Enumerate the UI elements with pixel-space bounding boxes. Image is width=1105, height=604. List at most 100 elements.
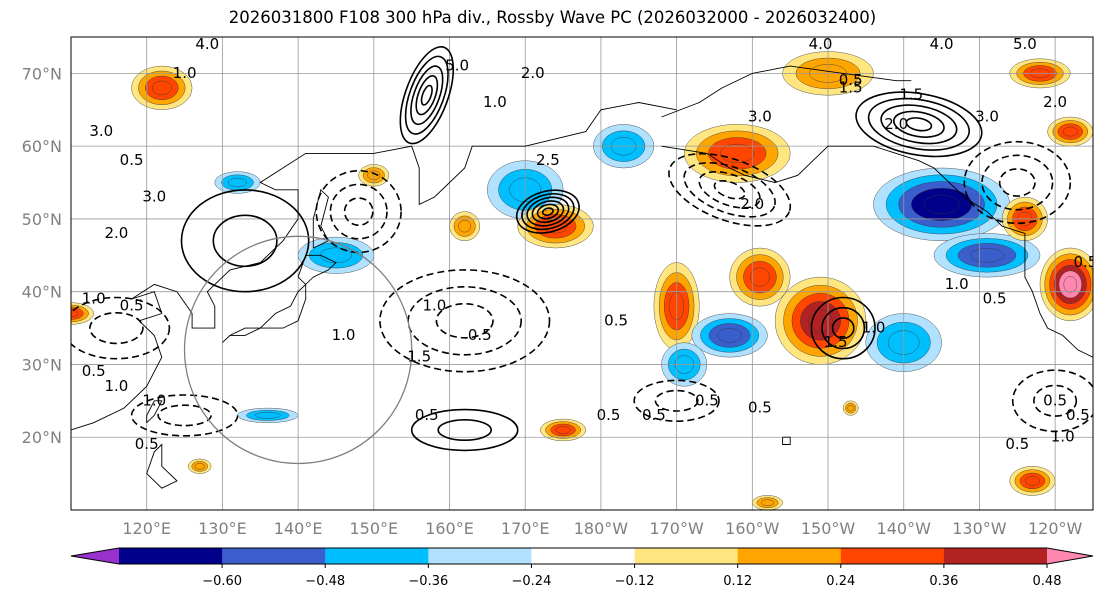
shaded-region: [1009, 466, 1056, 496]
colorbar-tick-label: 0.48: [1033, 574, 1062, 589]
contour-line: [212, 214, 278, 268]
contour-line: [526, 196, 570, 227]
contour-label: 1.0: [82, 290, 106, 308]
contour-label: 0.5: [983, 290, 1007, 308]
contour-label: 1.0: [422, 297, 446, 315]
contour-label: 3.0: [89, 122, 113, 140]
contour-label: 0.5: [1005, 435, 1029, 453]
contour-line: [404, 55, 449, 135]
contour-label: 0.5: [1073, 253, 1097, 271]
contour-label: 0.5: [120, 151, 144, 169]
coastline: [146, 400, 163, 424]
shaded-band: [1062, 126, 1078, 137]
contour-label: 2.0: [1043, 93, 1067, 111]
shaded-region: [842, 400, 859, 416]
shaded-band: [151, 80, 172, 96]
colorbar-segment: [840, 548, 945, 564]
shaded-band: [1025, 476, 1040, 486]
colorbar-tick-label: 0.12: [723, 574, 752, 589]
shaded-region: [691, 313, 768, 358]
reference-circle: [183, 235, 413, 465]
contour-line: [892, 110, 945, 138]
shaded-region: [214, 171, 261, 194]
contour-line: [998, 168, 1036, 197]
longitude-tick-label: 130°W: [952, 519, 1007, 538]
contour-label: 1.0: [104, 377, 128, 395]
contour-label: 3.0: [975, 108, 999, 126]
contour-line: [89, 312, 144, 345]
contour-line: [329, 183, 388, 240]
contour-label: 0.5: [82, 362, 106, 380]
longitude-tick-label: 160°W: [725, 519, 780, 538]
longitude-tick-label: 170°W: [649, 519, 704, 538]
contour-line: [683, 161, 776, 218]
shaded-region: [729, 247, 791, 307]
contour-line: [420, 84, 433, 106]
chart-title: 2026031800 F108 300 hPa div., Rossby Wav…: [228, 8, 877, 27]
contour-line: [633, 379, 720, 422]
shaded-band: [847, 404, 855, 412]
contour-label: 4.0: [930, 35, 954, 53]
longitude-tick-label: 120°W: [1028, 519, 1083, 538]
contour-label: 1.5: [407, 348, 431, 366]
longitude-labels: 120°E 130°E 140°E 150°E 160°E 170°E 180°W 170°W…: [122, 519, 1082, 538]
contour-label: 1.0: [173, 64, 197, 82]
colorbar-tick-labels: −0.60 −0.48 −0.36 −0.24 −0.12 0.12 0.24 0.36 0.4…: [202, 564, 1062, 589]
colorbar-segment: [222, 548, 326, 564]
contour-label: 0.5: [1066, 406, 1090, 424]
colorbar-segment: [325, 548, 429, 564]
contour-line: [515, 189, 580, 234]
contour-label: 2.0: [104, 224, 128, 242]
shaded-band: [71, 309, 79, 318]
shaded-region: [237, 407, 299, 423]
contour-line: [157, 404, 212, 427]
contour-label: 5.0: [1013, 35, 1037, 53]
contour-label: 0.5: [604, 311, 628, 329]
shaded-band: [194, 463, 205, 470]
latitude-tick-label: 50°N: [22, 210, 62, 229]
contour-label: 4.0: [195, 35, 219, 53]
contour-label: 3.0: [748, 108, 772, 126]
contour-line: [668, 152, 792, 227]
contour-line: [810, 296, 876, 360]
contour-line: [821, 306, 866, 350]
contour-line: [435, 302, 494, 339]
coastline: [71, 102, 677, 431]
shaded-region: [540, 418, 586, 442]
shaded-region: [873, 167, 1010, 242]
shaded-band: [923, 194, 960, 214]
contour-label: 0.5: [597, 406, 621, 424]
map-area: 4.01.03.00.53.02.01.0 0.50.51.01.00.51.01…: [71, 35, 1097, 510]
latitude-tick-label: 40°N: [22, 283, 62, 302]
reference-circle-outline: [183, 235, 413, 465]
shaded-region: [684, 124, 791, 183]
shaded-band: [255, 412, 281, 419]
contour-line: [963, 140, 1072, 225]
contour-line: [437, 418, 493, 441]
contour-line: [415, 75, 439, 116]
contour-line: [1011, 369, 1093, 433]
latitude-tick-label: 70°N: [22, 64, 62, 83]
coastline: [661, 65, 912, 118]
shaded-band: [750, 267, 770, 287]
coastline: [146, 443, 178, 489]
shaded-band: [227, 177, 248, 188]
longitude-tick-label: 150°W: [801, 519, 856, 538]
contour-line: [343, 197, 374, 227]
longitude-tick-label: 160°E: [425, 519, 474, 538]
colorbar-segment: [119, 548, 223, 564]
latitude-tick-label: 30°N: [22, 355, 62, 374]
contour-label: 0.5: [1043, 391, 1067, 409]
contour-line: [867, 97, 971, 151]
contour-line: [536, 203, 560, 220]
contour-label: 1.5: [839, 78, 863, 96]
contour-label: 0.5: [695, 391, 719, 409]
latitude-tick-label: 20°N: [22, 428, 62, 447]
contour-label: 2.0: [884, 115, 908, 133]
contour-line: [130, 394, 239, 437]
contour-line: [981, 154, 1054, 211]
latitude-labels: 20°N 30°N 40°N 50°N 60°N 70°N: [22, 64, 62, 447]
colorbar-tick-label: −0.12: [615, 574, 655, 589]
contour-label: 1.0: [142, 391, 166, 409]
